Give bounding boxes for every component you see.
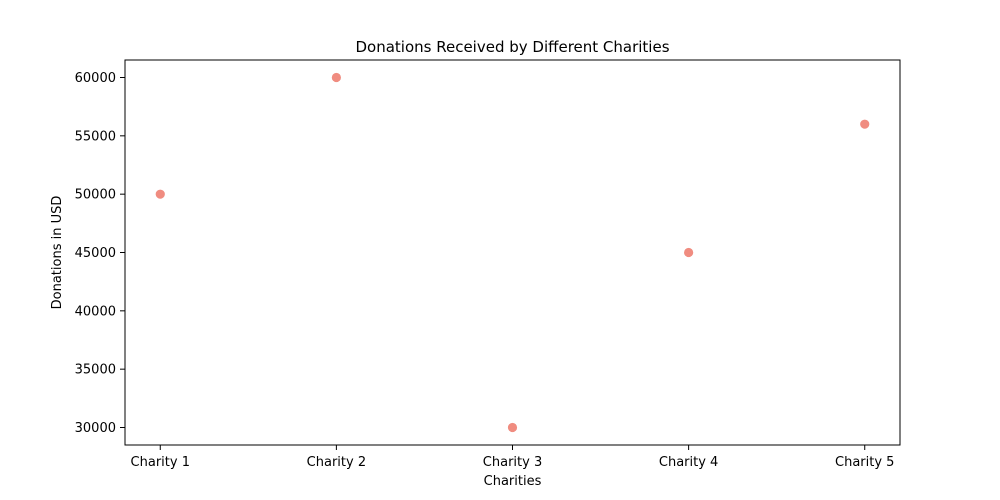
y-tick-label: 55000 <box>75 129 116 144</box>
data-point <box>684 247 694 258</box>
chart-title: Donations Received by Different Charitie… <box>355 38 669 56</box>
x-tick-label: Charity 4 <box>659 455 718 470</box>
y-tick-label: 45000 <box>75 246 116 261</box>
data-points <box>155 72 870 433</box>
data-point <box>860 119 870 129</box>
y-axis-ticks: 30000 35000 40000 45000 50000 55000 60000 <box>75 71 125 436</box>
data-point <box>155 189 165 199</box>
x-tick-label: Charity 5 <box>835 455 894 470</box>
data-point <box>507 422 518 433</box>
x-tick-label: Charity 3 <box>483 455 542 470</box>
x-axis-label: Charities <box>484 474 542 489</box>
y-tick-label: 50000 <box>75 188 116 203</box>
x-tick-label: Charity 1 <box>131 455 190 470</box>
x-axis-ticks: Charity 1 Charity 2 Charity 3 Charity 4 Char… <box>131 445 894 470</box>
y-tick-label: 35000 <box>75 363 116 378</box>
data-point <box>331 72 341 83</box>
y-tick-label: 40000 <box>75 304 116 319</box>
y-axis-label: Donations in USD <box>50 196 65 310</box>
y-tick-label: 60000 <box>75 71 116 86</box>
x-tick-label: Charity 2 <box>307 455 366 470</box>
plot-frame <box>124 59 901 446</box>
y-tick-label: 30000 <box>75 421 116 436</box>
